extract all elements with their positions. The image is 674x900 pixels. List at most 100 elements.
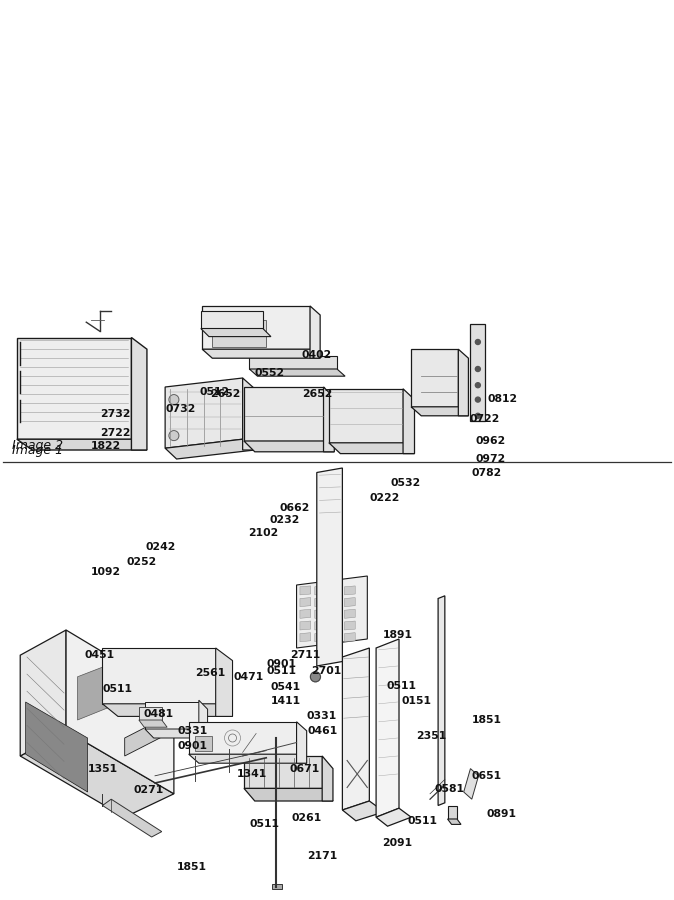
Text: 1822: 1822	[90, 441, 121, 452]
Polygon shape	[145, 729, 208, 738]
Text: 2701: 2701	[311, 665, 342, 676]
Circle shape	[169, 430, 179, 441]
Polygon shape	[139, 720, 167, 727]
Text: 0331: 0331	[307, 711, 337, 722]
Polygon shape	[330, 609, 340, 618]
Polygon shape	[376, 808, 411, 826]
Text: 2722: 2722	[100, 428, 130, 438]
Polygon shape	[300, 586, 311, 595]
Circle shape	[475, 339, 481, 345]
Polygon shape	[376, 639, 399, 817]
Polygon shape	[297, 576, 367, 648]
Polygon shape	[438, 596, 445, 806]
Text: 0972: 0972	[475, 454, 506, 464]
Polygon shape	[189, 722, 297, 754]
Polygon shape	[165, 378, 243, 448]
Circle shape	[475, 382, 481, 388]
Text: 0461: 0461	[307, 725, 338, 736]
Polygon shape	[344, 586, 355, 595]
Text: 0261: 0261	[291, 813, 321, 824]
Polygon shape	[448, 806, 457, 819]
Polygon shape	[66, 630, 174, 794]
Polygon shape	[102, 648, 216, 704]
Polygon shape	[195, 736, 212, 751]
Text: 1851: 1851	[177, 861, 207, 872]
Text: 0812: 0812	[488, 393, 518, 404]
Polygon shape	[344, 633, 355, 642]
Polygon shape	[17, 338, 131, 439]
Polygon shape	[411, 407, 468, 416]
Circle shape	[475, 397, 481, 402]
Polygon shape	[315, 586, 326, 595]
Text: 0232: 0232	[270, 515, 300, 526]
Polygon shape	[249, 356, 337, 369]
Polygon shape	[202, 349, 320, 358]
Text: 0651: 0651	[472, 770, 502, 781]
Text: 0481: 0481	[144, 708, 174, 719]
Text: 0552: 0552	[255, 368, 285, 379]
Polygon shape	[244, 788, 333, 801]
Polygon shape	[329, 443, 415, 454]
Polygon shape	[199, 700, 208, 738]
Text: 0331: 0331	[178, 725, 208, 736]
Text: 0671: 0671	[290, 764, 320, 775]
Polygon shape	[249, 369, 345, 376]
Polygon shape	[125, 713, 174, 756]
Polygon shape	[272, 884, 282, 889]
Text: 0532: 0532	[391, 478, 421, 489]
Polygon shape	[78, 655, 133, 720]
Text: 0541: 0541	[271, 681, 301, 692]
Polygon shape	[344, 621, 355, 630]
Text: 1851: 1851	[472, 715, 502, 725]
Polygon shape	[330, 621, 340, 630]
Text: 0402: 0402	[302, 349, 332, 360]
Polygon shape	[131, 338, 147, 450]
Text: 0252: 0252	[127, 556, 157, 567]
Text: 0581: 0581	[434, 784, 464, 795]
Polygon shape	[201, 310, 263, 328]
Polygon shape	[470, 324, 485, 421]
Polygon shape	[315, 633, 326, 642]
Text: 0662: 0662	[280, 503, 310, 514]
Polygon shape	[330, 586, 340, 595]
Circle shape	[475, 413, 481, 418]
Text: 0511: 0511	[249, 819, 279, 830]
Text: Image 2: Image 2	[12, 439, 63, 452]
Polygon shape	[315, 598, 326, 607]
Polygon shape	[17, 439, 147, 450]
Text: 0451: 0451	[84, 650, 115, 661]
Polygon shape	[102, 799, 162, 837]
Polygon shape	[329, 389, 403, 443]
Polygon shape	[342, 648, 369, 810]
Polygon shape	[300, 633, 311, 642]
Polygon shape	[139, 707, 162, 720]
Text: Image 1: Image 1	[12, 445, 63, 457]
Text: 0471: 0471	[234, 671, 264, 682]
Polygon shape	[297, 722, 307, 763]
Polygon shape	[165, 439, 255, 459]
Polygon shape	[344, 609, 355, 618]
Polygon shape	[464, 769, 479, 799]
Polygon shape	[315, 621, 326, 630]
Text: 1092: 1092	[91, 567, 121, 578]
Polygon shape	[300, 621, 311, 630]
Text: 2732: 2732	[100, 409, 130, 419]
Polygon shape	[342, 801, 384, 821]
Text: 0151: 0151	[401, 696, 431, 706]
Text: 0242: 0242	[146, 542, 176, 553]
Text: 0271: 0271	[133, 785, 164, 796]
Polygon shape	[244, 756, 322, 788]
Text: 2351: 2351	[417, 731, 447, 742]
Polygon shape	[145, 702, 199, 729]
Text: 2561: 2561	[195, 668, 226, 679]
Text: 2652: 2652	[210, 389, 241, 400]
Polygon shape	[458, 349, 468, 416]
Text: 0511: 0511	[102, 684, 133, 695]
Polygon shape	[403, 389, 415, 454]
Polygon shape	[20, 731, 174, 817]
Text: 0782: 0782	[472, 467, 502, 478]
Polygon shape	[201, 328, 271, 337]
Text: 2171: 2171	[307, 850, 337, 861]
Circle shape	[475, 366, 481, 372]
Polygon shape	[243, 378, 255, 450]
